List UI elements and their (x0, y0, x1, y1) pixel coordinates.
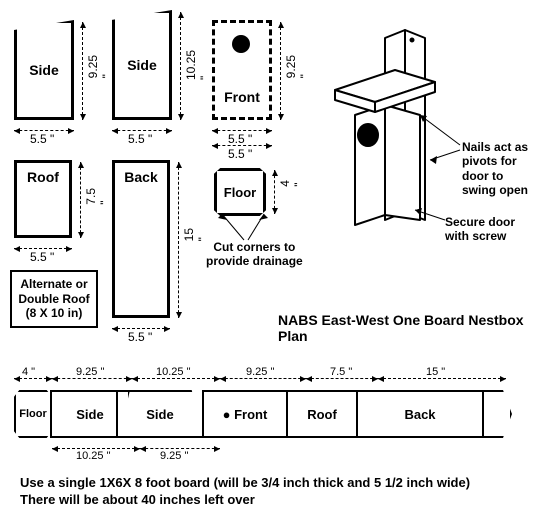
layout-back: Back (356, 390, 484, 438)
dim-side2-h (180, 12, 181, 120)
lbd-0 (52, 448, 140, 449)
dim-front-w-val: 5.5 " (228, 132, 252, 146)
cut-corners-leader (212, 212, 282, 242)
ldv-2: 10.25 " (156, 366, 191, 378)
dim-roof-w-val: 5.5 " (30, 250, 54, 264)
piece-roof-label: Roof (27, 169, 59, 185)
lbdv-0: 10.25 " (76, 450, 111, 462)
ld-2 (132, 378, 220, 379)
footer-line1: Use a single 1X6X 8 foot board (will be … (20, 475, 470, 492)
dim-side1-h-val: 9.25 " (86, 55, 114, 78)
layout-side2: Side (116, 390, 204, 438)
dim-roof-w (14, 248, 72, 249)
dim-roof-h-val: 7.5 " (84, 188, 112, 205)
dim-front-h (280, 22, 281, 120)
dim-back-h (178, 162, 179, 318)
dim-floor-h (274, 170, 275, 214)
piece-side1: Side (14, 20, 74, 120)
layout-front: ● Front (202, 390, 288, 438)
piece-floor: Floor (214, 168, 266, 216)
ldv-1: 9.25 " (76, 366, 104, 378)
dim-back-w (112, 328, 170, 329)
dim-side2-h-val: 10.25 " (184, 50, 212, 80)
ld-4 (306, 378, 378, 379)
front-hole-icon (232, 35, 250, 53)
lbd-1 (140, 448, 220, 449)
dim-front-w2 (212, 145, 272, 146)
lbdv-1: 9.25 " (160, 450, 188, 462)
piece-floor-label: Floor (224, 185, 257, 200)
layout-rest (482, 390, 512, 438)
dim-front-h-val: 9.25 " (284, 55, 312, 78)
ldv-3: 9.25 " (246, 366, 274, 378)
dim-side1-w-val: 5.5 " (30, 132, 54, 146)
dim-back-w-val: 5.5 " (128, 330, 152, 344)
dim-front-w (212, 130, 272, 131)
board-layout-row: Floor Side Side ● Front Roof Back (14, 390, 512, 438)
dim-side1-h (82, 22, 83, 120)
footer-line2: There will be about 40 inches left over (20, 492, 470, 509)
ld-5 (378, 378, 506, 379)
secure-door-note: Secure door with screw (445, 215, 515, 244)
ldv-0: 4 " (22, 366, 35, 378)
piece-alt-label: Alternate or Double Roof (8 X 10 in) (18, 277, 89, 320)
piece-side2-label: Side (127, 57, 157, 73)
piece-front-label: Front (224, 89, 260, 105)
cut-corners-note: Cut corners to provide drainage (206, 240, 303, 268)
plan-title: NABS East-West One Board Nestbox Plan (278, 312, 545, 344)
piece-alt-roof: Alternate or Double Roof (8 X 10 in) (10, 270, 98, 328)
ld-0 (14, 378, 52, 379)
piece-roof: Roof (14, 160, 72, 238)
dim-floor-h-val: 4 " (278, 180, 306, 187)
layout-roof: Roof (286, 390, 358, 438)
dim-roof-h (80, 162, 81, 238)
ldv-4: 7.5 " (330, 366, 352, 378)
piece-side1-label: Side (29, 62, 59, 78)
dim-front-w2-val: 5.5 " (228, 147, 252, 161)
footer-notes: Use a single 1X6X 8 foot board (will be … (20, 475, 470, 509)
piece-back: Back (112, 160, 170, 318)
piece-back-label: Back (124, 169, 157, 185)
ld-3 (220, 378, 306, 379)
dim-side1-w (14, 130, 74, 131)
piece-side2: Side (112, 10, 172, 120)
dim-side2-w-val: 5.5 " (128, 132, 152, 146)
nails-pivot-note: Nails act as pivots for door to swing op… (462, 140, 528, 198)
ldv-5: 15 " (426, 366, 445, 378)
layout-floor: Floor (14, 390, 52, 438)
dim-side2-w (112, 130, 172, 131)
ld-1 (52, 378, 132, 379)
